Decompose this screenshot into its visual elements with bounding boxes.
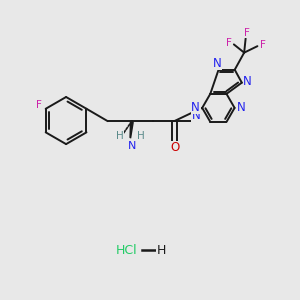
Text: F: F bbox=[36, 100, 42, 110]
Text: N: N bbox=[192, 109, 201, 122]
Text: H: H bbox=[116, 131, 123, 141]
Text: H: H bbox=[137, 131, 145, 141]
Text: N: N bbox=[191, 101, 200, 114]
Text: N: N bbox=[128, 141, 136, 151]
Text: N: N bbox=[213, 57, 221, 70]
Text: H: H bbox=[157, 244, 167, 256]
Text: HCl: HCl bbox=[116, 244, 138, 256]
Text: N: N bbox=[237, 101, 245, 114]
Text: N: N bbox=[243, 75, 252, 88]
Text: O: O bbox=[170, 141, 179, 154]
Text: F: F bbox=[244, 28, 250, 38]
Text: F: F bbox=[226, 38, 232, 48]
Polygon shape bbox=[130, 122, 133, 138]
Text: F: F bbox=[260, 40, 266, 50]
